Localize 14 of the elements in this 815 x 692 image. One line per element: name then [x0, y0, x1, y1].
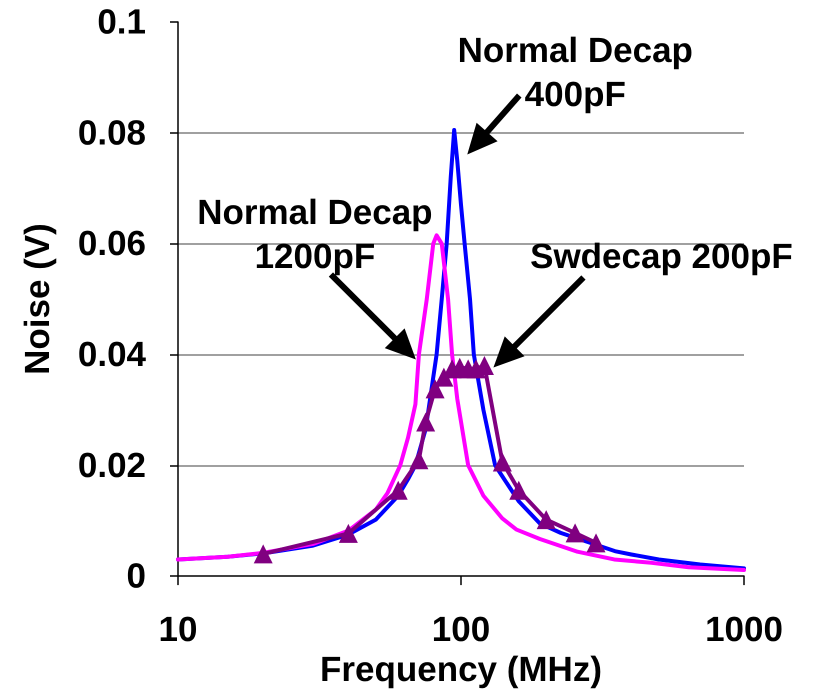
annotation: Normal Decap 1200pF [197, 192, 433, 276]
y-axis-title: Noise (V) [18, 223, 57, 375]
annotation: Swdecap 200pF [530, 237, 793, 276]
y-tick-label: 0.02 [78, 446, 146, 485]
y-tick-label: 0 [126, 556, 146, 596]
y-tick-label: 0.06 [78, 224, 146, 264]
x-tick-label: 1000 [705, 610, 783, 650]
y-tick-label: 0.08 [78, 113, 146, 152]
y-tick-label: 0.04 [78, 334, 147, 374]
x-axis-title: Frequency (MHz) [320, 650, 602, 689]
x-tick-label: 10 [158, 610, 198, 650]
annotation: Normal Decap 400pF [458, 31, 693, 114]
x-tick-label: 100 [432, 610, 490, 650]
y-tick-label: 0.1 [97, 2, 146, 42]
